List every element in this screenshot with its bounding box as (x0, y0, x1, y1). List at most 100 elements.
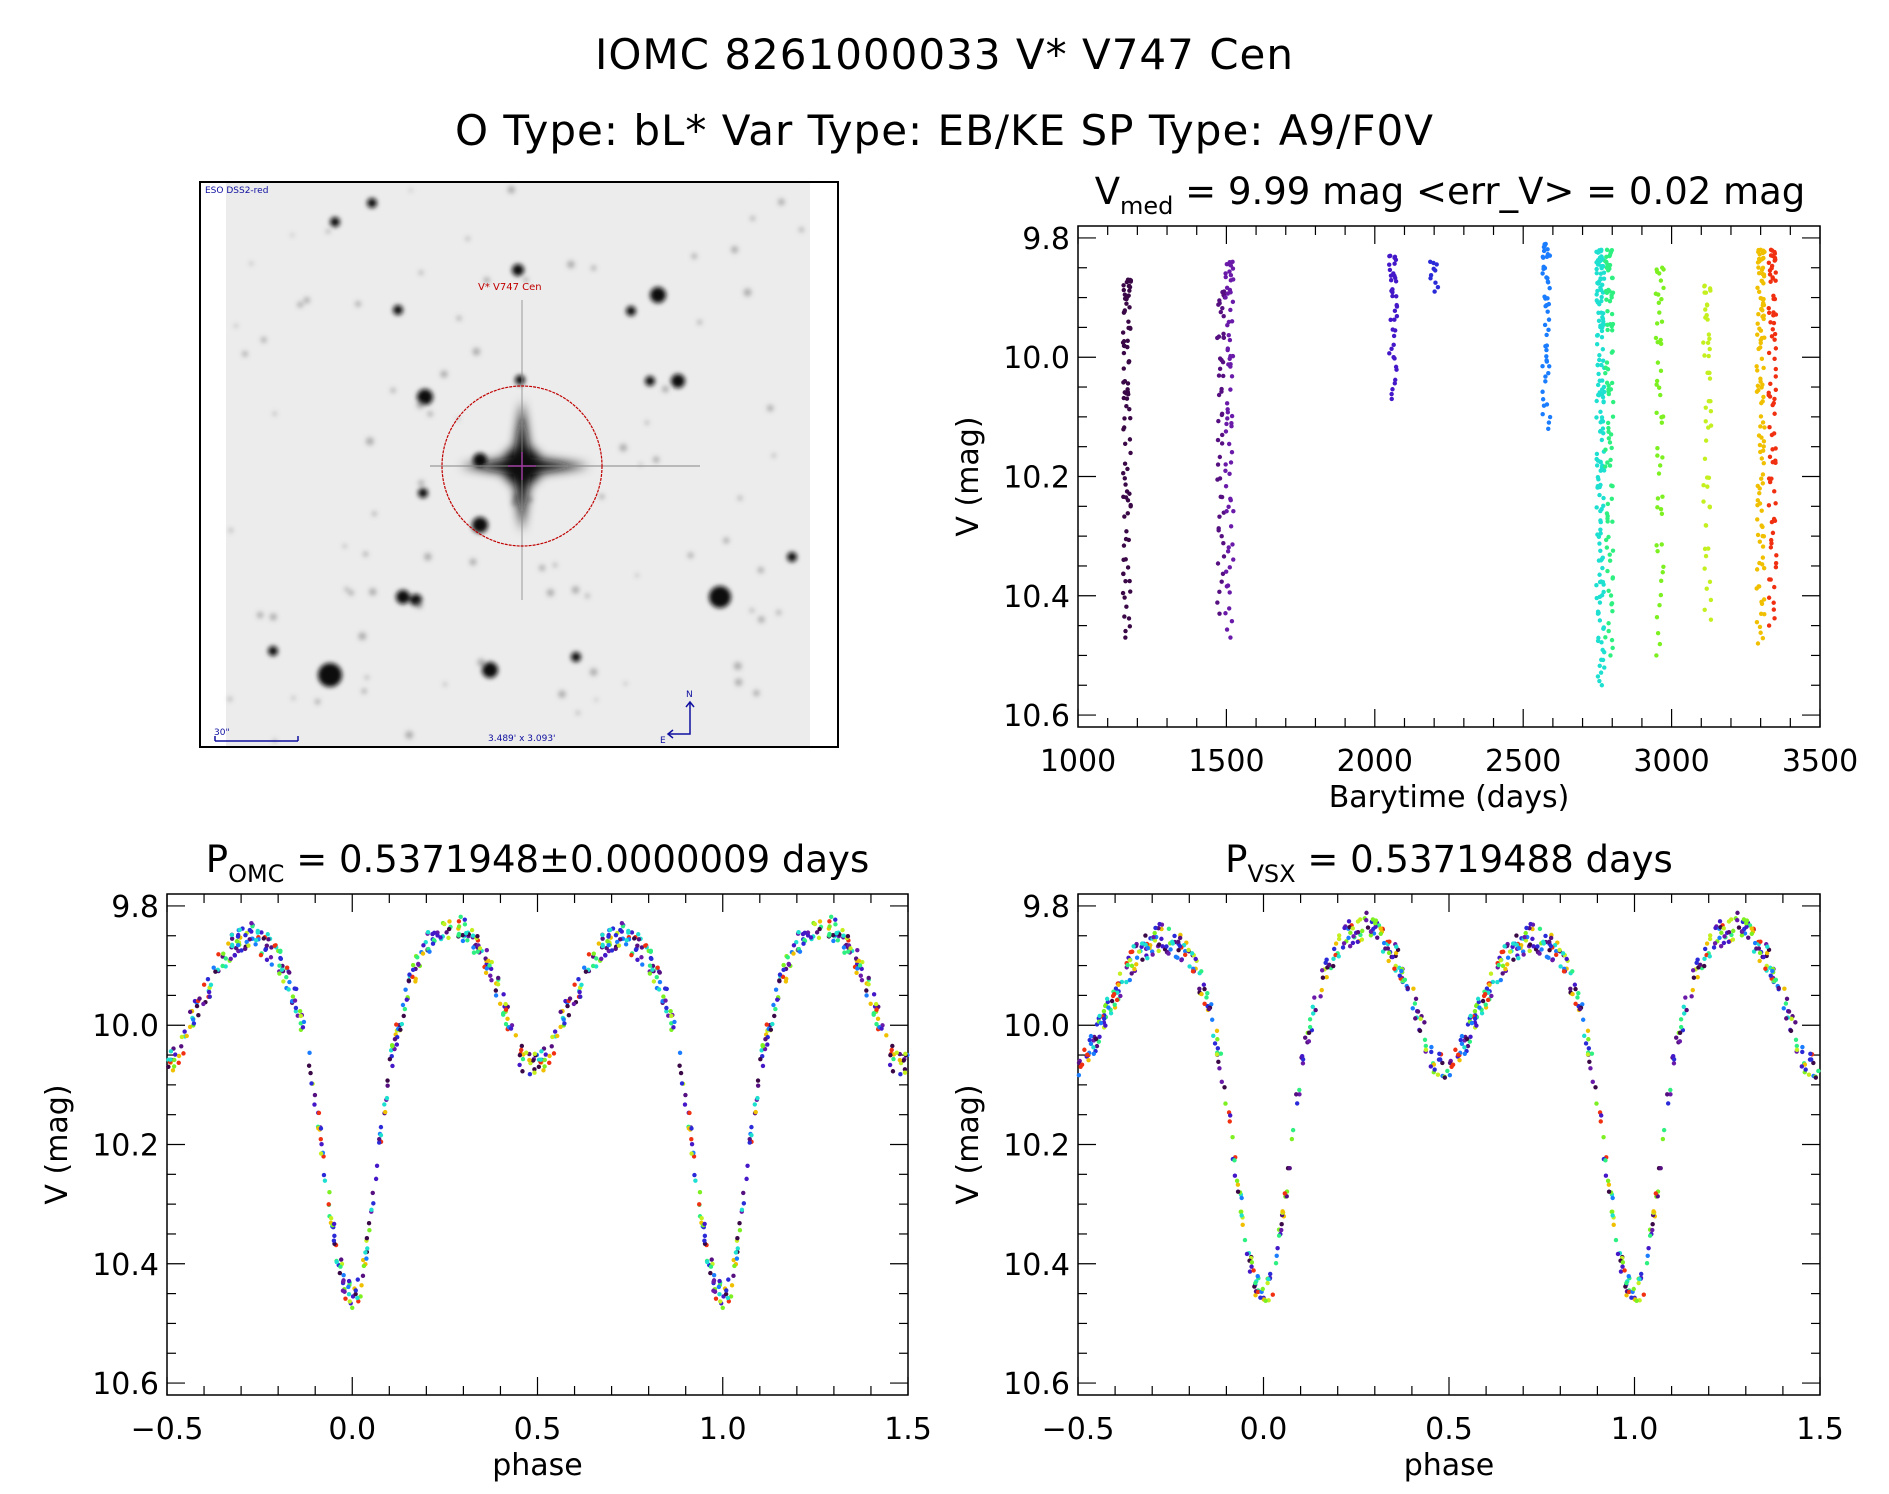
data-point (1386, 958, 1391, 964)
data-point (1553, 952, 1559, 958)
data-point (1695, 975, 1700, 980)
data-point (817, 926, 822, 932)
data-point (1225, 291, 1231, 296)
data-point (1599, 294, 1604, 300)
data-point (1123, 536, 1129, 542)
data-point (1597, 579, 1603, 585)
data-point (1128, 504, 1133, 509)
data-point (493, 988, 499, 993)
data-point (321, 1154, 326, 1159)
data-point (1223, 274, 1228, 280)
y-tick-label: 10.4 (1003, 1248, 1070, 1283)
data-point (1445, 1068, 1450, 1074)
data-point (1772, 331, 1778, 337)
data-point (1157, 921, 1162, 927)
data-point (1429, 1049, 1434, 1055)
data-point (599, 956, 604, 961)
data-point (1458, 1037, 1463, 1043)
data-point (278, 956, 284, 962)
data-point (1429, 1044, 1434, 1050)
data-point (590, 963, 596, 969)
data-point (228, 956, 233, 961)
data-point (1079, 1062, 1085, 1067)
data-point (1120, 590, 1126, 596)
x-tick-label: −0.5 (131, 1412, 204, 1447)
season-points (1594, 247, 1607, 688)
data-point (1597, 678, 1602, 684)
data-point (1543, 344, 1548, 349)
data-point (1234, 1178, 1240, 1184)
data-point (1218, 309, 1223, 315)
data-point (571, 1001, 577, 1007)
data-point (465, 938, 470, 943)
data-point (1215, 462, 1221, 467)
data-point (1109, 998, 1115, 1004)
data-point (1123, 635, 1128, 640)
data-point (489, 977, 494, 983)
data-point (1097, 1034, 1102, 1039)
data-point (1121, 283, 1126, 288)
data-point (643, 943, 648, 948)
data-point (1768, 577, 1773, 582)
data-point (1755, 641, 1761, 646)
data-point (629, 930, 635, 935)
data-point (1294, 1101, 1300, 1106)
data-point (1087, 1037, 1092, 1043)
data-point (594, 956, 599, 961)
data-point (1124, 279, 1130, 285)
data-point (828, 914, 834, 920)
data-point (708, 1264, 714, 1269)
chart-2: −0.5 0.0 0.5 1.0 1.59.810.010.210.410.6phase… (951, 890, 1844, 1483)
data-point (1707, 346, 1712, 352)
data-point (1601, 431, 1606, 436)
data-point (1117, 971, 1123, 976)
data-point (1217, 611, 1222, 616)
data-point (1761, 302, 1767, 308)
data-point (1755, 332, 1760, 337)
data-point (1606, 429, 1611, 434)
data-point (392, 1037, 398, 1042)
data-point (378, 1132, 384, 1138)
data-point (1091, 1045, 1096, 1050)
data-point (377, 1136, 382, 1142)
data-point (326, 1202, 331, 1207)
data-point (1201, 982, 1207, 987)
data-point (1585, 1028, 1591, 1033)
data-point (446, 926, 452, 932)
data-point (1232, 1158, 1237, 1163)
data-point (269, 945, 274, 950)
data-point (1703, 405, 1708, 410)
data-point (385, 1083, 390, 1088)
data-point (814, 930, 820, 935)
data-point (1789, 1016, 1794, 1022)
data-point (1568, 986, 1573, 992)
y-tick-label: 10.6 (1003, 1367, 1070, 1402)
plot-frame (1077, 893, 1821, 1396)
data-point (1603, 1158, 1608, 1163)
data-point (1761, 565, 1767, 571)
data-point (1766, 595, 1772, 600)
data-point (517, 1062, 522, 1068)
data-point (1539, 947, 1544, 952)
data-point (1540, 364, 1545, 369)
data-point (1770, 530, 1776, 536)
data-point (725, 1295, 731, 1301)
data-point (1766, 503, 1772, 508)
data-point (1799, 1064, 1805, 1069)
data-point (1618, 1269, 1624, 1274)
data-point (211, 965, 216, 970)
data-point (261, 936, 266, 941)
data-point (1097, 1013, 1102, 1019)
data-point (284, 974, 289, 980)
data-point (1393, 279, 1399, 284)
season-points (1215, 289, 1228, 616)
data-point (1597, 353, 1602, 358)
data-point (1336, 933, 1342, 938)
data-point (377, 1140, 382, 1145)
data-point (176, 1060, 181, 1066)
data-point (1781, 1006, 1786, 1011)
season-points (1701, 283, 1714, 622)
data-point (687, 1110, 692, 1116)
data-point (1557, 947, 1562, 953)
data-point (600, 943, 605, 949)
